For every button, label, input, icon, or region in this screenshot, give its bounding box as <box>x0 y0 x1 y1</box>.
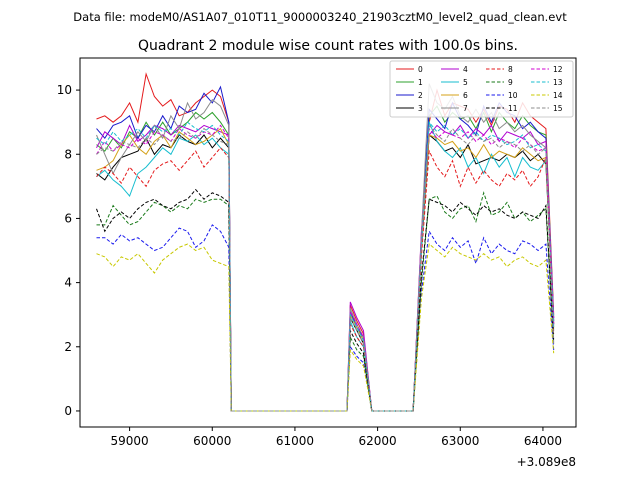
legend-label: 4 <box>463 65 468 74</box>
x-tick-label: 63000 <box>441 434 479 448</box>
y-tick-label: 4 <box>64 276 72 290</box>
legend-label: 11 <box>508 104 518 113</box>
legend-label: 10 <box>508 91 518 100</box>
y-axis: 0 2 4 6 8 10 <box>57 83 80 418</box>
suptitle: Data file: modeM0/AS1A07_010T11_90000032… <box>73 10 567 24</box>
y-tick-label: 6 <box>64 211 72 225</box>
series-line-15 <box>96 124 555 412</box>
chart-title: Quadrant 2 module wise count rates with … <box>138 38 518 54</box>
series-line-0 <box>96 72 555 412</box>
series-line-11 <box>96 188 555 412</box>
series-line-13 <box>96 120 555 412</box>
series-line-10 <box>96 224 555 412</box>
series-line-4 <box>96 124 555 412</box>
series-line-14 <box>96 243 555 412</box>
legend-label: 3 <box>418 104 423 113</box>
plot-lines <box>96 72 555 412</box>
x-axis: 59000 60000 61000 62000 63000 64000 <box>111 427 562 448</box>
legend-label: 13 <box>553 78 563 87</box>
y-tick-label: 0 <box>64 404 72 418</box>
legend-label: 7 <box>463 104 468 113</box>
series-line-3 <box>96 133 555 412</box>
x-tick-label: 62000 <box>359 434 397 448</box>
legend-label: 2 <box>418 91 423 100</box>
series-line-2 <box>96 85 555 412</box>
series-line-8 <box>96 147 555 412</box>
series-line-5 <box>96 122 555 412</box>
series-line-12 <box>96 124 555 412</box>
series-line-9 <box>96 191 555 412</box>
legend-label: 12 <box>553 65 563 74</box>
legend-box <box>389 60 574 118</box>
x-offset-label: +3.089e8 <box>517 455 576 469</box>
legend-label: 14 <box>553 91 563 100</box>
x-tick-label: 60000 <box>193 434 231 448</box>
series-line-1 <box>96 105 555 412</box>
x-tick-label: 61000 <box>276 434 314 448</box>
legend-label: 5 <box>463 78 468 87</box>
x-tick-label: 64000 <box>524 434 562 448</box>
x-tick-label: 59000 <box>111 434 149 448</box>
legend-label: 1 <box>418 78 423 87</box>
plot-frame <box>79 57 577 428</box>
legend-label: 9 <box>508 78 513 87</box>
legend-label: 15 <box>553 104 563 113</box>
legend-label: 8 <box>508 65 513 74</box>
y-tick-label: 2 <box>64 340 72 354</box>
y-tick-label: 8 <box>64 147 72 161</box>
legend-label: 0 <box>418 65 423 74</box>
legend-label: 6 <box>463 91 468 100</box>
y-tick-label: 10 <box>57 83 72 97</box>
